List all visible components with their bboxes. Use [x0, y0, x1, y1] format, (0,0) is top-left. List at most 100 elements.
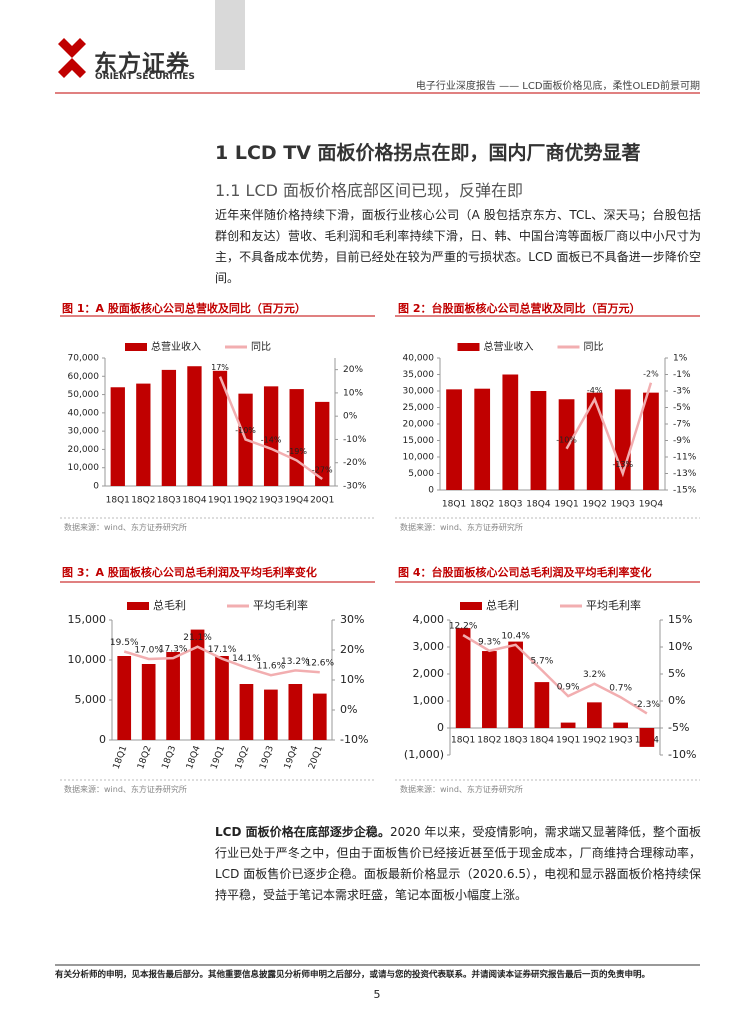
- y2-tick-label: 0%: [340, 703, 357, 716]
- y2-tick-label: 0%: [343, 412, 358, 422]
- y2-tick-label: -13%: [673, 469, 697, 479]
- x-tick-label: 18Q3: [503, 736, 527, 746]
- y-tick-label: 40,000: [403, 354, 435, 364]
- bar: [482, 651, 497, 728]
- x-tick-label: 18Q2: [131, 496, 155, 506]
- subsection-title: 1.1 LCD 面板价格底部区间已现，反弹在即: [215, 181, 524, 200]
- bar: [502, 374, 519, 490]
- bar: [586, 392, 603, 490]
- legend-label: 同比: [251, 341, 271, 353]
- bar: [161, 369, 177, 486]
- x-tick-label: 18Q2: [136, 744, 154, 770]
- legend-label: 总毛利: [486, 598, 519, 612]
- y-tick-label: 20,000: [68, 445, 100, 455]
- x-tick-label: 18Q4: [530, 736, 555, 746]
- legend-swatch: [457, 343, 480, 351]
- bar: [534, 682, 550, 728]
- bar: [446, 389, 462, 490]
- report-title: 电子行业深度报告 —— LCD面板价格见底，柔性OLED前景可期: [415, 81, 700, 92]
- x-tick-label: 19Q2: [234, 744, 252, 770]
- y2-tick-label: 15%: [668, 613, 692, 626]
- y2-tick-label: 1%: [673, 354, 688, 364]
- y-tick-label: 5,000: [75, 693, 107, 706]
- bar: [110, 387, 125, 486]
- legend-swatch: [127, 602, 149, 610]
- paragraph: 近年来伴随价格持续下滑，面板行业核心公司（A 股包括京东方、TCL、深天马；台股…: [215, 208, 701, 285]
- legend-label: 总营业收入: [151, 340, 201, 353]
- x-tick-label: 19Q1: [554, 500, 578, 510]
- data-label: 19.5%: [110, 638, 139, 648]
- data-label: -2.3%: [634, 700, 661, 710]
- x-tick-label: 19Q1: [208, 496, 232, 506]
- data-label: 17.3%: [159, 645, 188, 655]
- data-label: 13.2%: [281, 657, 310, 667]
- data-label: 9.3%: [478, 637, 501, 647]
- bar: [141, 664, 156, 740]
- header-bar: [215, 0, 245, 70]
- line: [218, 376, 323, 481]
- y-tick-label: 60,000: [68, 372, 100, 382]
- y-tick-label: 10,000: [403, 453, 435, 463]
- y-tick-label: 5,000: [408, 469, 434, 479]
- x-tick-label: 18Q1: [442, 500, 466, 510]
- legend-swatch: [125, 343, 147, 351]
- y2-tick-label: 5%: [668, 667, 685, 680]
- y-tick-label: 2,000: [413, 667, 445, 680]
- data-label: 17%: [211, 363, 229, 372]
- x-tick-label: 19Q4: [639, 500, 664, 510]
- y-tick-label: 10,000: [68, 463, 100, 473]
- y2-tick-label: 10%: [343, 388, 363, 398]
- y-tick-label: (1,000): [404, 748, 444, 761]
- x-tick-label: 20Q1: [307, 744, 325, 770]
- x-tick-label: 19Q3: [608, 736, 632, 746]
- y-tick-label: 0: [428, 486, 434, 496]
- logo-en: ORIENT SECURITIES: [95, 72, 195, 82]
- y-tick-label: 30,000: [68, 427, 100, 437]
- data-label: 0.9%: [557, 683, 580, 693]
- x-tick-label: 18Q4: [185, 744, 203, 770]
- logo-cn: 东方证券: [94, 51, 190, 77]
- legend-swatch: [460, 602, 482, 610]
- y-tick-label: 10,000: [68, 653, 107, 666]
- y-tick-label: 0: [437, 721, 444, 734]
- y2-tick-label: -5%: [668, 721, 689, 734]
- data-label: 12.2%: [449, 622, 478, 632]
- y-tick-label: 3,000: [413, 640, 445, 653]
- bar: [639, 728, 655, 747]
- y2-tick-label: -20%: [343, 458, 367, 468]
- y2-tick-label: -10%: [668, 748, 696, 761]
- y2-tick-label: -1%: [673, 370, 691, 380]
- x-tick-label: 19Q3: [611, 500, 635, 510]
- data-label: 11.6%: [257, 662, 286, 672]
- y2-tick-label: -15%: [673, 486, 697, 496]
- bar: [166, 652, 180, 740]
- x-tick-label: 18Q3: [161, 744, 179, 770]
- legend-label: 平均毛利率: [253, 598, 308, 612]
- data-label: 10.4%: [501, 631, 530, 641]
- data-label: 17.0%: [134, 646, 163, 656]
- y-tick-label: 30,000: [403, 387, 435, 397]
- section-title: 1 LCD TV 面板价格拐点在即，国内厂商优势显著: [215, 142, 641, 164]
- y2-tick-label: 20%: [343, 365, 363, 375]
- data-label: -19%: [286, 447, 307, 456]
- y2-tick-label: 30%: [340, 613, 364, 626]
- line: [123, 645, 320, 677]
- x-tick-label: 19Q4: [285, 496, 310, 506]
- y-tick-label: 25,000: [403, 403, 435, 413]
- x-tick-label: 18Q3: [498, 500, 522, 510]
- data-label: 21.1%: [183, 633, 212, 643]
- paragraph-text: 2020 年以来，受疫情影响，需求端又显著降低，整个面板行业已处于严冬之中，但由…: [215, 825, 702, 902]
- y-tick-label: 40,000: [68, 408, 100, 418]
- x-tick-label: 18Q1: [112, 744, 130, 770]
- x-tick-label: 18Q2: [470, 500, 494, 510]
- page-number: 5: [373, 988, 381, 1001]
- y-tick-label: 15,000: [403, 436, 435, 446]
- bar: [530, 391, 547, 490]
- bar: [117, 656, 132, 740]
- legend-label: 总营业收入: [484, 340, 534, 353]
- logo: [58, 38, 86, 78]
- bar: [643, 392, 659, 490]
- data-label: 5.7%: [530, 657, 553, 667]
- y-tick-label: 15,000: [68, 613, 107, 626]
